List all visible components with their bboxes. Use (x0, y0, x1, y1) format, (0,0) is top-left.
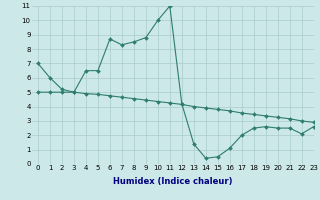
X-axis label: Humidex (Indice chaleur): Humidex (Indice chaleur) (113, 177, 233, 186)
